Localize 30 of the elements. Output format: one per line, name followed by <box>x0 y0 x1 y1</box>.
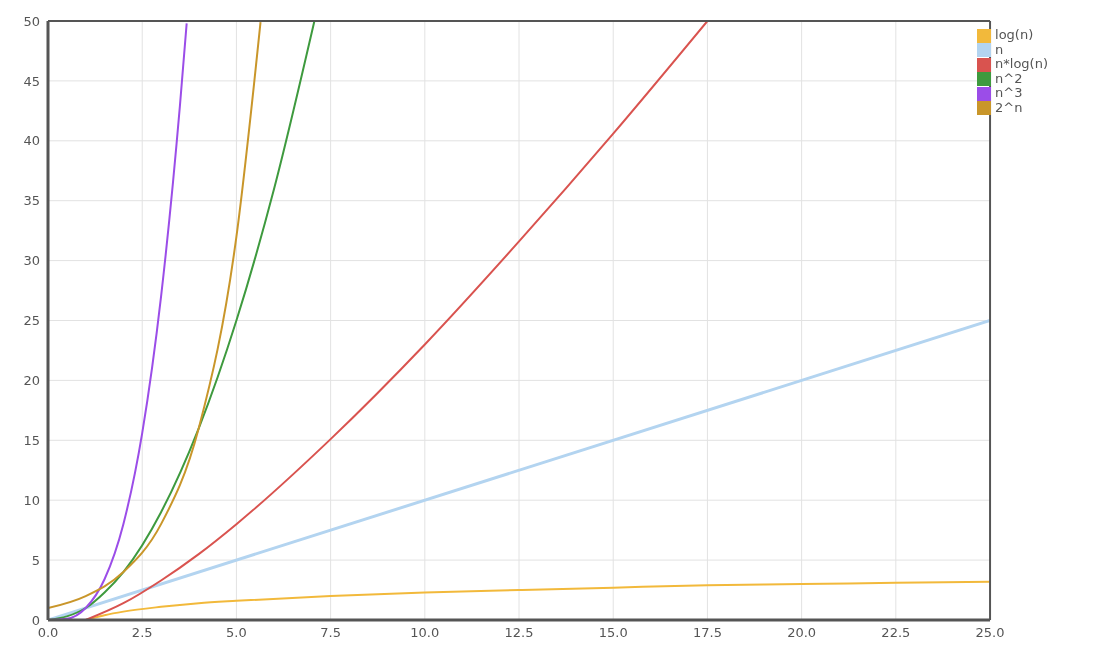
legend-label: n <box>995 41 1004 57</box>
x-tick-label: 22.5 <box>881 625 911 641</box>
y-tick-label: 5 <box>31 552 40 568</box>
x-tick-label: 5.0 <box>226 625 247 641</box>
y-tick-label: 20 <box>23 373 40 389</box>
y-tick-label: 40 <box>23 133 40 149</box>
y-tick-label: 35 <box>23 193 40 209</box>
x-tick-label: 17.5 <box>692 625 722 641</box>
line-series <box>48 21 262 610</box>
x-tick-label: 20.0 <box>787 625 817 641</box>
y-tick-label: 10 <box>23 492 40 508</box>
y-tick-label: 25 <box>23 313 40 329</box>
legend-label: n^2 <box>995 70 1023 86</box>
x-tick-label: 7.5 <box>320 625 341 641</box>
y-tick-label: 0 <box>31 612 40 628</box>
line-series <box>84 21 709 620</box>
y-tick-label: 50 <box>23 13 40 29</box>
y-tick-label: 45 <box>23 73 40 89</box>
x-tick-label: 15.0 <box>598 625 628 641</box>
legend-label: 2^n <box>995 99 1023 115</box>
legend-label: n^3 <box>995 85 1023 100</box>
x-tick-label: 10.0 <box>410 625 440 641</box>
x-tick-label: 0.0 <box>37 625 59 641</box>
legend-label: log(n) <box>995 27 1034 42</box>
legend-label: n*log(n) <box>995 56 1048 71</box>
x-tick-label: 12.5 <box>504 625 534 641</box>
y-tick-label: 15 <box>23 432 40 448</box>
y-tick-label: 30 <box>23 253 40 269</box>
x-tick-label: 25.0 <box>975 625 1005 641</box>
x-tick-label: 2.5 <box>131 625 153 641</box>
